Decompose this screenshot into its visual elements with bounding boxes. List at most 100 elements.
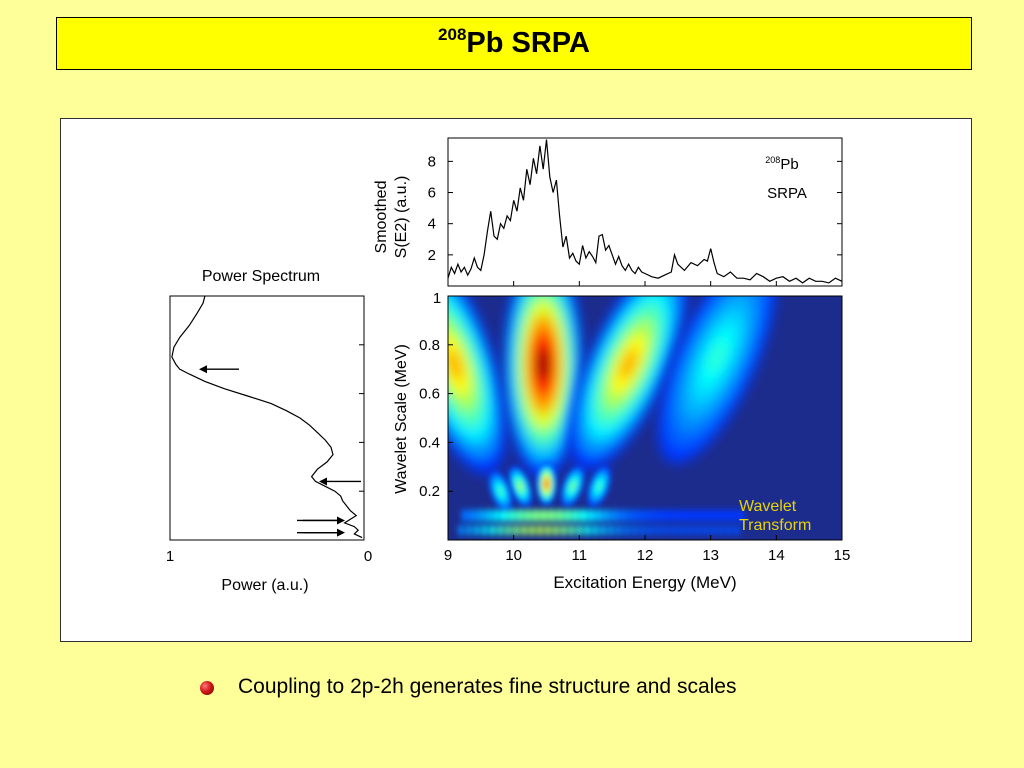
wavelet-speckle [492,508,501,523]
wavelet-speckle [524,508,533,523]
wavelet-speckle [673,508,682,523]
wavelet-x-tick-label: 15 [834,547,851,564]
power-arrow-icon [199,365,239,374]
power-x-right-label: 0 [364,548,372,565]
wavelet-speckle [592,524,599,537]
wavelet-speckle [618,508,627,523]
wavelet-ridge-contour [708,341,726,373]
wavelet-annotation-line1: Wavelet [739,498,797,515]
strength-y-ticks: 2 4 6 8 [428,153,842,286]
wavelet-speckle [458,524,465,537]
wavelet-speckle [697,508,706,523]
wavelet-ridge [569,296,688,471]
strength-annotation-main: Pb [780,156,798,173]
wavelet-speckle [531,508,540,523]
wavelet-speckle [595,508,604,523]
wavelet-ridge [508,465,533,508]
wavelet-speckle [610,508,619,523]
wavelet-speckle [568,524,575,537]
wavelet-speckle [647,524,654,537]
wavelet-speckle [686,524,693,537]
wavelet-ridge [560,465,585,508]
wavelet-ridge-contour [620,349,638,380]
power-xlabel: Power (a.u.) [221,577,308,594]
wavelet-speckle [694,524,701,537]
wavelet-ylabel: Wavelet Scale (MeV) [393,344,410,494]
wavelet-ridge [448,296,507,475]
wavelet-speckle [626,508,635,523]
wavelet-fine-structure [458,508,745,537]
wavelet-speckle [571,508,580,523]
wavelet-speckle [639,524,646,537]
title-banner: 208Pb SRPA [56,17,972,70]
wavelet-speckle [516,508,525,523]
wavelet-ridge [536,461,557,506]
wavelet-speckle [584,524,591,537]
strength-annotation-line2: SRPA [767,185,807,202]
wavelet-ridge [488,470,513,513]
wavelet-y-tick-label: 0.2 [419,483,440,500]
wavelet-speckle [481,524,488,537]
wavelet-speckle [599,524,606,537]
power-x-left-label: 1 [166,548,174,565]
wavelet-y-tick-label: 0.6 [419,386,440,403]
wavelet-speckle [473,524,480,537]
wavelet-speckle [710,524,717,537]
strength-y-tick-label: 8 [428,153,436,170]
wavelet-speckle [544,524,551,537]
wavelet-ridge-contour [537,347,549,381]
wavelet-speckle [665,508,674,523]
wavelet-speckle [607,524,614,537]
wavelet-speckle [689,508,698,523]
strength-y-tick-label: 6 [428,185,436,202]
wavelet-speckle [658,508,667,523]
wavelet-speckle [547,508,556,523]
wavelet-ridge-contour [518,483,522,490]
wavelet-ridge-contour [448,348,463,381]
wavelet-y-tick-label: 0.8 [419,337,440,354]
wavelet-speckle [579,508,588,523]
wavelet-ridge [657,296,777,464]
wavelet-speckle [736,508,745,523]
bullet-icon [200,681,214,695]
wavelet-speckle [642,508,651,523]
wavelet-x-tick-label: 10 [505,547,522,564]
strength-ylabel-line1: Smoothed [373,181,390,254]
wavelet-x-tick-label: 14 [768,547,785,564]
bullet-item: Coupling to 2p-2h generates fine structu… [200,672,736,702]
wavelet-panel: 9 10 11 12 13 14 15 0.2 0.4 0.6 0.8 1 Wavelet Sca… [393,290,851,592]
power-y-ticks [359,344,364,492]
wavelet-speckle [576,524,583,537]
wavelet-speckle [650,508,659,523]
wavelet-speckle [476,508,485,523]
strength-y-tick-label: 2 [428,247,436,264]
wavelet-speckle [634,508,643,523]
wavelet-speckle [726,524,733,537]
wavelet-speckle [663,524,670,537]
wavelet-speckle [555,508,564,523]
wavelet-speckle [615,524,622,537]
wavelet-speckle [670,524,677,537]
strength-ylabel-line2: S(E2) (a.u.) [393,176,410,259]
wavelet-ridge-contour [597,483,601,490]
wavelet-y-tick-label: 0.4 [419,434,440,451]
wavelet-speckle [461,508,470,523]
bullet-text: Coupling to 2p-2h generates fine structu… [238,675,737,698]
wavelet-speckle [718,524,725,537]
wavelet-speckle [505,524,512,537]
wavelet-speckle [631,524,638,537]
strength-y-tick-label: 4 [428,216,436,233]
wavelet-speckle [489,524,496,537]
wavelet-speckle [484,508,493,523]
title-main: Pb SRPA [466,27,590,59]
wavelet-speckle [678,524,685,537]
wavelet-speckle [681,508,690,523]
wavelet-ridge-contour [498,488,503,495]
wavelet-speckle [536,524,543,537]
wavelet-x-ticks: 9 10 11 12 13 14 15 [444,535,851,564]
wavelet-ridge [586,465,612,508]
wavelet-speckle [529,524,536,537]
wavelet-speckle [468,508,477,523]
wavelet-speckle [702,524,709,537]
power-arrow-icon [319,477,361,486]
